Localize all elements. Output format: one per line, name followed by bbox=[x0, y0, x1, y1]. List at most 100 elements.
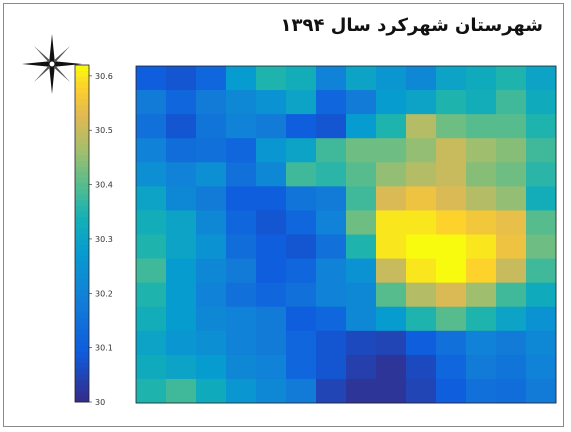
heatmap-cell bbox=[526, 162, 557, 187]
heatmap-cell bbox=[346, 210, 377, 235]
heatmap-cell bbox=[376, 330, 407, 356]
heatmap-cell bbox=[226, 354, 257, 380]
heatmap-cell bbox=[346, 138, 377, 163]
heatmap-cell bbox=[346, 114, 377, 139]
heatmap-cell bbox=[346, 66, 377, 91]
heatmap-cell bbox=[316, 90, 347, 115]
heatmap-cell bbox=[136, 90, 167, 115]
heatmap-cell bbox=[166, 354, 197, 380]
heatmap-cell bbox=[346, 282, 377, 308]
heatmap-cell bbox=[346, 330, 377, 356]
heatmap-cell bbox=[406, 90, 437, 115]
heatmap-cell bbox=[496, 114, 527, 139]
heatmap-cell bbox=[406, 330, 437, 356]
heatmap-cell bbox=[136, 162, 167, 187]
colorbar-tick-label: 30.1 bbox=[95, 344, 113, 353]
colorbar-segment bbox=[75, 289, 89, 296]
heatmap-cell bbox=[406, 354, 437, 380]
heatmap-cell bbox=[436, 306, 467, 332]
heatmap-cell bbox=[196, 210, 227, 235]
colorbar-segment bbox=[75, 166, 89, 173]
north-arrow-compass-icon bbox=[22, 34, 82, 94]
heatmap-cell bbox=[226, 282, 257, 308]
heatmap-cell bbox=[406, 306, 437, 332]
heatmap-cell bbox=[466, 330, 497, 356]
colorbar-segment bbox=[75, 385, 89, 392]
heatmap-cell bbox=[496, 210, 527, 235]
heatmap-cell bbox=[226, 258, 257, 284]
heatmap-cell bbox=[256, 378, 287, 404]
heatmap-cell bbox=[376, 258, 407, 284]
heatmap-cell bbox=[226, 138, 257, 163]
heatmap-cell bbox=[316, 114, 347, 139]
heatmap-cell bbox=[316, 378, 347, 404]
colorbar-segment bbox=[75, 81, 89, 88]
heatmap-cell bbox=[316, 330, 347, 356]
heatmap-cell bbox=[196, 114, 227, 139]
colorbar-segment bbox=[75, 93, 89, 100]
heatmap-cell bbox=[526, 66, 557, 91]
heatmap-cell bbox=[436, 330, 467, 356]
heatmap-cell bbox=[376, 138, 407, 163]
heatmap-cell bbox=[196, 306, 227, 332]
heatmap-cell bbox=[196, 282, 227, 308]
heatmap-cell bbox=[256, 162, 287, 187]
heatmap-cell bbox=[226, 186, 257, 211]
colorbar-tick-label: 30.3 bbox=[95, 235, 113, 244]
colorbar-tick-label: 30.4 bbox=[95, 181, 113, 190]
colorbar-segment bbox=[75, 295, 89, 302]
heatmap-cell bbox=[226, 162, 257, 187]
heatmap-cell bbox=[136, 282, 167, 308]
heatmap-cell bbox=[136, 354, 167, 380]
colorbar-segment bbox=[75, 362, 89, 369]
heatmap-cell bbox=[316, 162, 347, 187]
heatmap-cell bbox=[226, 66, 257, 91]
colorbar-segment bbox=[75, 345, 89, 352]
heatmap-cell bbox=[256, 210, 287, 235]
colorbar-segment bbox=[75, 261, 89, 268]
colorbar-segment bbox=[75, 104, 89, 111]
heatmap-cell bbox=[496, 258, 527, 284]
colorbar-segment bbox=[75, 171, 89, 178]
heatmap-cell bbox=[226, 330, 257, 356]
heatmap-cell bbox=[256, 138, 287, 163]
heatmap-cell bbox=[496, 162, 527, 187]
colorbar-segment bbox=[75, 317, 89, 324]
heatmap-cell bbox=[286, 306, 317, 332]
heatmap-cell bbox=[316, 66, 347, 91]
heatmap-cell bbox=[196, 234, 227, 259]
colorbar-segment bbox=[75, 239, 89, 246]
heatmap-cell bbox=[136, 138, 167, 163]
heatmap-cell bbox=[286, 138, 317, 163]
colorbar-segment bbox=[75, 98, 89, 105]
heatmap-cell bbox=[526, 138, 557, 163]
heatmap-cell bbox=[286, 354, 317, 380]
heatmap-cell bbox=[346, 234, 377, 259]
heatmap-cell bbox=[256, 90, 287, 115]
heatmap-cell bbox=[466, 210, 497, 235]
heatmap-cell bbox=[436, 90, 467, 115]
colorbar-tick-label: 30.5 bbox=[95, 126, 113, 135]
heatmap-cell bbox=[136, 114, 167, 139]
heatmap-cell bbox=[166, 186, 197, 211]
heatmap-cell bbox=[436, 66, 467, 91]
heatmap-cell bbox=[196, 354, 227, 380]
heatmap-cell bbox=[526, 354, 557, 380]
heatmap-cell bbox=[316, 234, 347, 259]
heatmap-cell bbox=[166, 114, 197, 139]
heatmap-cell bbox=[316, 186, 347, 211]
heatmap-cell bbox=[466, 306, 497, 332]
colorbar-segment bbox=[75, 115, 89, 122]
heatmap-cell bbox=[466, 162, 497, 187]
colorbar-segment bbox=[75, 182, 89, 189]
heatmap-cell bbox=[466, 138, 497, 163]
heatmap-cell bbox=[286, 162, 317, 187]
heatmap-cell bbox=[346, 378, 377, 404]
heatmap-cell bbox=[166, 378, 197, 404]
heatmap-cell bbox=[346, 306, 377, 332]
heatmap-cell bbox=[496, 186, 527, 211]
colorbar-segment bbox=[75, 87, 89, 94]
heatmap-cell bbox=[196, 330, 227, 356]
heatmap-cell bbox=[526, 330, 557, 356]
